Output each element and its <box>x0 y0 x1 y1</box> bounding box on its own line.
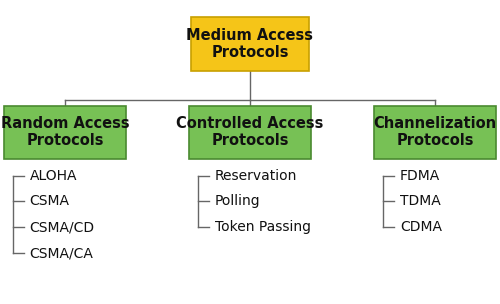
Text: Reservation: Reservation <box>215 168 297 183</box>
Text: Random Access
Protocols: Random Access Protocols <box>0 116 130 148</box>
FancyBboxPatch shape <box>374 106 496 159</box>
Text: Token Passing: Token Passing <box>215 220 311 234</box>
Text: Medium Access
Protocols: Medium Access Protocols <box>186 28 314 60</box>
Text: CSMA: CSMA <box>30 194 70 209</box>
Text: CSMA/CD: CSMA/CD <box>30 220 95 234</box>
Text: CSMA/CA: CSMA/CA <box>30 246 94 260</box>
FancyBboxPatch shape <box>189 106 311 159</box>
Text: Controlled Access
Protocols: Controlled Access Protocols <box>176 116 324 148</box>
Text: Channelization
Protocols: Channelization Protocols <box>374 116 496 148</box>
FancyBboxPatch shape <box>4 106 126 159</box>
Text: TDMA: TDMA <box>400 194 440 209</box>
Text: Polling: Polling <box>215 194 260 209</box>
Text: CDMA: CDMA <box>400 220 442 234</box>
FancyBboxPatch shape <box>191 18 308 71</box>
Text: ALOHA: ALOHA <box>30 168 77 183</box>
Text: FDMA: FDMA <box>400 168 440 183</box>
